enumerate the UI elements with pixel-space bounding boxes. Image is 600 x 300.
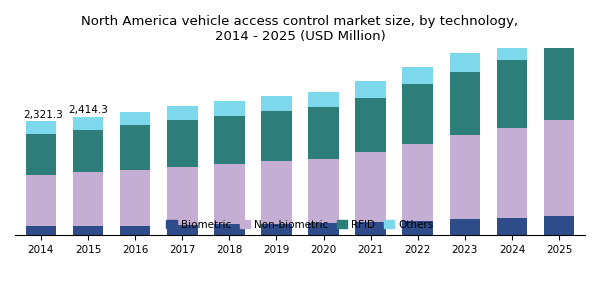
Bar [120, 125, 151, 169]
Bar [544, 120, 574, 216]
Bar [261, 161, 292, 224]
Bar [355, 81, 386, 98]
Bar [261, 111, 292, 161]
Bar [449, 135, 480, 219]
Bar [73, 226, 103, 235]
Bar [261, 96, 292, 111]
Bar [308, 223, 339, 235]
Bar [403, 143, 433, 221]
Bar [73, 116, 103, 130]
Bar [120, 112, 151, 125]
Bar [403, 67, 433, 85]
Bar [167, 225, 197, 235]
Bar [26, 226, 56, 235]
Title: North America vehicle access control market size, by technology,
2014 - 2025 (US: North America vehicle access control mar… [82, 15, 518, 43]
Bar [214, 224, 245, 235]
Bar [497, 40, 527, 60]
Bar [355, 222, 386, 235]
Text: 2,321.3: 2,321.3 [23, 110, 63, 120]
Bar [73, 172, 103, 226]
Bar [544, 48, 574, 120]
Bar [403, 85, 433, 143]
Bar [449, 219, 480, 235]
Bar [120, 226, 151, 235]
Bar [214, 116, 245, 164]
Bar [308, 107, 339, 159]
Bar [73, 130, 103, 172]
Bar [544, 216, 574, 235]
Bar [497, 128, 527, 218]
Bar [308, 92, 339, 107]
Bar [214, 101, 245, 116]
Bar [261, 224, 292, 235]
Bar [449, 53, 480, 72]
Bar [544, 25, 574, 48]
Legend: Biometric, Non-biometric, RFID, Others: Biometric, Non-biometric, RFID, Others [162, 215, 438, 234]
Bar [167, 106, 197, 120]
Bar [355, 98, 386, 152]
Bar [26, 175, 56, 226]
Bar [449, 72, 480, 135]
Bar [308, 159, 339, 223]
Bar [497, 60, 527, 128]
Bar [403, 221, 433, 235]
Bar [167, 120, 197, 167]
Text: 2,414.3: 2,414.3 [68, 105, 108, 115]
Bar [355, 152, 386, 222]
Bar [26, 134, 56, 175]
Bar [214, 164, 245, 224]
Bar [120, 169, 151, 226]
Bar [167, 167, 197, 225]
Bar [26, 121, 56, 134]
Bar [497, 218, 527, 235]
